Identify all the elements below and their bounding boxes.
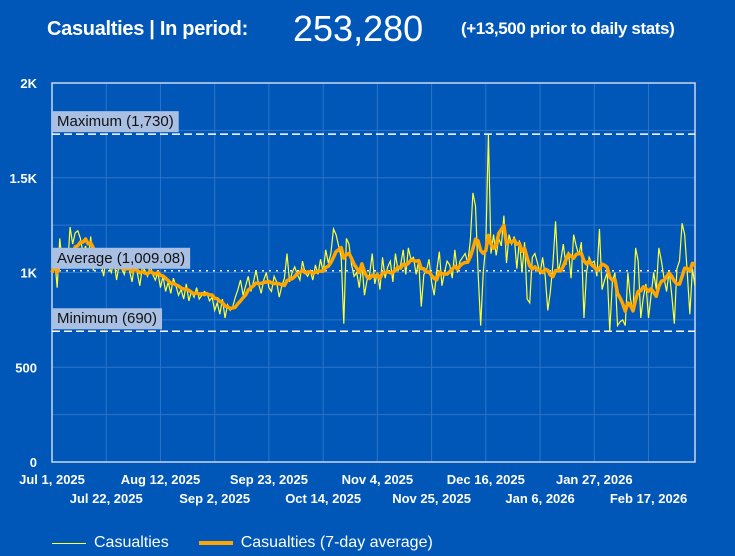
x-tick-label: Sep 2, 2025 xyxy=(179,491,250,506)
legend-label-7day-average[interactable]: Casualties (7-day average) xyxy=(240,534,433,551)
chart-header: Casualties | In period: 253,280 (+13,500… xyxy=(0,8,735,49)
seven-day-average-line xyxy=(50,223,697,313)
reference-line-label: Maximum (1,730) xyxy=(57,113,174,130)
x-tick-label: Sep 23, 2025 xyxy=(230,472,308,487)
reference-label-background xyxy=(52,308,163,330)
x-tick-label: Jan 6, 2026 xyxy=(505,491,574,506)
x-tick-label: Jan 27, 2026 xyxy=(556,472,633,487)
reference-label-background xyxy=(52,111,179,133)
x-tick-label: Jul 22, 2025 xyxy=(70,491,143,506)
legend-swatch-7day-average xyxy=(198,541,233,545)
y-tick-label: 2K xyxy=(20,76,37,91)
x-tick-label: Nov 25, 2025 xyxy=(392,491,471,506)
x-tick-label: Feb 17, 2026 xyxy=(610,491,687,506)
x-tick-label: Jul 1, 2025 xyxy=(19,472,85,487)
reference-label-background xyxy=(52,247,191,269)
y-tick-label: 1K xyxy=(20,266,37,281)
legend: Casualties Casualties (7-day average) xyxy=(52,534,433,552)
prior-note: (+13,500 prior to daily stats) xyxy=(461,19,675,38)
casualties-line xyxy=(51,134,696,332)
legend-swatch-casualties xyxy=(52,542,86,544)
legend-label-casualties[interactable]: Casualties xyxy=(94,534,169,551)
reference-line-label: Minimum (690) xyxy=(57,310,157,327)
chart-title: Casualties | In period: xyxy=(47,18,248,40)
x-tick-label: Dec 16, 2025 xyxy=(447,472,525,487)
y-tick-label: 1.5K xyxy=(10,171,38,186)
x-tick-label: Oct 14, 2025 xyxy=(285,491,361,506)
line-chart: Jul 1, 2025 Jul 22, 2025 Aug 12, 2025 Sep 2… xyxy=(10,76,697,506)
y-tick-label: 0 xyxy=(30,455,37,470)
y-tick-label: 500 xyxy=(15,360,37,375)
reference-line-label: Average (1,009.08) xyxy=(57,250,185,267)
x-tick-label: Nov 4, 2025 xyxy=(342,472,414,487)
x-tick-label: Aug 12, 2025 xyxy=(121,472,201,487)
period-total: 253,280 xyxy=(293,8,424,49)
